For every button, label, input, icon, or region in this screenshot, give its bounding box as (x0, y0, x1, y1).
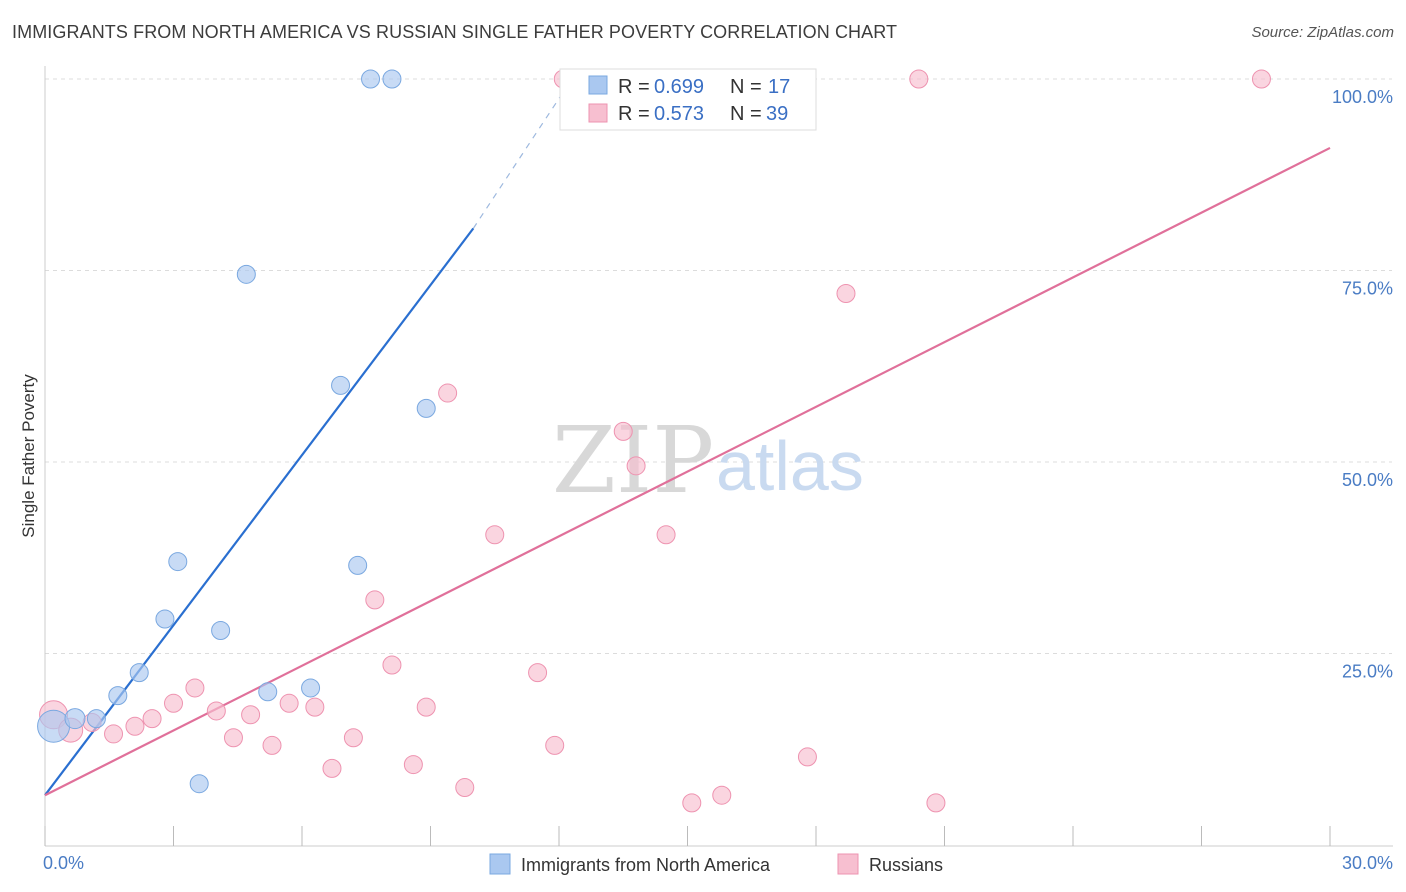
point-russians (545, 735, 565, 755)
point-immigrants (129, 663, 149, 683)
point-immigrants (236, 264, 256, 284)
point-russians (416, 697, 436, 717)
legend-r-label-1: R = (618, 76, 650, 98)
point-russians (241, 705, 261, 725)
legend-n-label-1: N = (730, 76, 762, 98)
series-legend-label-immigrants: Immigrants from North America (521, 855, 771, 875)
y-tick-label: 75.0% (1342, 279, 1393, 299)
point-immigrants (189, 774, 209, 794)
point-russians (797, 747, 817, 767)
point-russians (322, 758, 342, 778)
legend-r-value-1: 0.699 (654, 76, 704, 98)
point-immigrants (361, 69, 381, 89)
point-immigrants (64, 708, 86, 730)
chart-title: IMMIGRANTS FROM NORTH AMERICA VS RUSSIAN… (12, 22, 898, 42)
point-russians (682, 793, 702, 813)
point-immigrants (37, 709, 71, 743)
point-russians (712, 785, 732, 805)
point-russians (613, 421, 633, 441)
series-legend-label-russians: Russians (869, 855, 943, 875)
point-russians (455, 778, 475, 798)
grid-lines (45, 78, 1392, 654)
point-russians (125, 716, 145, 736)
x-tick-label: 0.0% (43, 853, 84, 873)
point-russians (365, 590, 385, 610)
point-russians (656, 525, 676, 545)
x-tick-label: 30.0% (1342, 853, 1393, 873)
point-russians (836, 283, 856, 303)
legend-r-value-2: 0.573 (654, 103, 704, 125)
point-russians (104, 724, 124, 744)
series-legend-swatch-immigrants (489, 853, 511, 875)
point-russians (626, 456, 646, 476)
point-immigrants (331, 375, 351, 395)
y-tick-label: 25.0% (1342, 662, 1393, 682)
point-immigrants (301, 678, 321, 698)
legend-n-value-1: 17 (768, 76, 790, 98)
point-russians (262, 735, 282, 755)
point-russians (206, 701, 226, 721)
point-russians (438, 383, 458, 403)
trend-line-immigrants-extension (472, 78, 573, 229)
point-immigrants (108, 686, 128, 706)
tick-labels: 0.0% 30.0% 25.0% 50.0% 75.0% 100.0% (43, 87, 1393, 873)
y-tick-label: 100.0% (1332, 87, 1393, 107)
point-russians (926, 793, 946, 813)
point-russians (164, 693, 183, 713)
point-russians (382, 655, 402, 675)
legend-swatch-pink (588, 103, 608, 123)
source-credit: Source: ZipAtlas.com (1251, 24, 1394, 41)
point-immigrants (211, 621, 231, 641)
point-russians (142, 709, 162, 729)
point-immigrants (258, 682, 278, 702)
legend-swatch-blue (588, 75, 608, 95)
y-axis-title: Single Father Poverty (19, 374, 38, 538)
point-russians (223, 728, 243, 748)
watermark-atlas: atlas (716, 427, 864, 505)
stats-legend: R = 0.699 N = 17 R = 0.573 N = 39 (559, 68, 817, 131)
point-russians (403, 755, 423, 775)
legend-n-value-2: 39 (766, 103, 788, 125)
series-legend: Immigrants from North America Russians (489, 853, 943, 875)
point-russians (305, 697, 325, 717)
legend-n-label-2: N = (730, 103, 762, 125)
point-immigrants (86, 709, 106, 729)
trend-line-russians (44, 146, 1331, 797)
legend-r-label-2: R = (618, 103, 650, 125)
point-russians (1251, 69, 1271, 89)
trend-line-immigrants (44, 227, 475, 796)
point-immigrants (348, 555, 368, 575)
point-immigrants (168, 552, 188, 572)
point-immigrants (382, 69, 402, 89)
axes (44, 66, 1393, 847)
point-russians (279, 693, 299, 713)
point-russians (909, 69, 929, 89)
point-immigrants (416, 398, 436, 418)
point-russians (343, 728, 363, 748)
series-legend-swatch-russians (837, 853, 859, 875)
point-immigrants (155, 609, 175, 629)
point-russians (185, 678, 205, 698)
point-russians (485, 525, 505, 545)
y-tick-label: 50.0% (1342, 470, 1393, 490)
point-russians (528, 663, 548, 683)
